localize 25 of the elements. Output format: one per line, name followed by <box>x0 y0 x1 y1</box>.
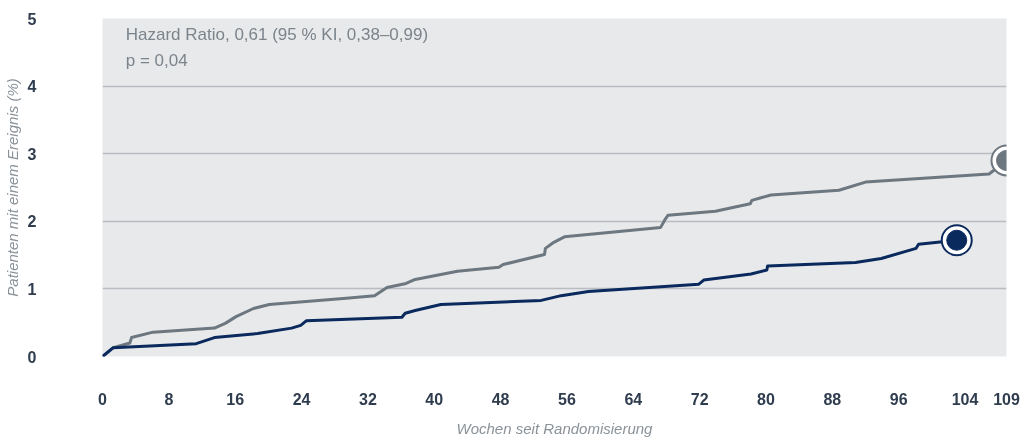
x-tick-label: 104 <box>951 390 979 408</box>
x-tick-label: 56 <box>558 390 576 408</box>
x-tick-label: 8 <box>164 390 174 408</box>
x-tick-label: 80 <box>757 390 775 408</box>
y-tick-label: 3 <box>27 145 37 163</box>
y-tick-label: 5 <box>27 10 37 28</box>
y-tick-label: 2 <box>27 213 37 231</box>
x-tick-label: 72 <box>690 390 709 408</box>
x-tick-label: 64 <box>624 390 643 408</box>
annotation: p = 0,04 <box>125 50 188 70</box>
x-tick-label: 32 <box>359 390 377 408</box>
x-tick-label: 16 <box>226 390 245 408</box>
x-tick-label: 0 <box>98 390 108 408</box>
y-tick-label: 1 <box>27 280 37 298</box>
y-axis-title: Patienten mit einem Ereignis (%) <box>3 78 21 297</box>
x-tick-label: 109 <box>993 390 1020 408</box>
x-tick-label: 88 <box>823 390 842 408</box>
x-tick-label: 40 <box>425 390 444 408</box>
y-tick-label: 0 <box>27 348 37 366</box>
x-tick-label: 48 <box>491 390 510 408</box>
y-tick-label: 4 <box>27 78 37 96</box>
x-tick-label: 96 <box>889 390 908 408</box>
annotation: Hazard Ratio, 0,61 (95 % KI, 0,38–0,99) <box>125 25 429 45</box>
x-axis-title: Wochen seit Randomisierung <box>456 419 654 437</box>
x-tick-label: 24 <box>292 390 311 408</box>
